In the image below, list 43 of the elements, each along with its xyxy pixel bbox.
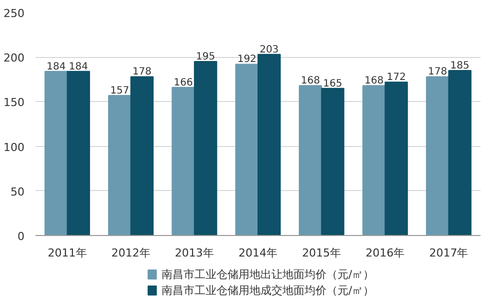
x-tick-label: 2011年 bbox=[48, 246, 87, 260]
y-tick-label: 250 bbox=[4, 7, 25, 20]
data-label: 184 bbox=[46, 61, 66, 72]
bar bbox=[194, 61, 218, 236]
x-tick-label: 2017年 bbox=[429, 246, 468, 260]
y-tick-label: 200 bbox=[4, 52, 25, 65]
data-label: 185 bbox=[450, 60, 470, 72]
data-label: 157 bbox=[110, 85, 130, 96]
x-tick-label: 2015年 bbox=[302, 246, 342, 260]
data-label: 192 bbox=[237, 54, 256, 66]
data-label: 184 bbox=[68, 61, 88, 72]
bar bbox=[426, 76, 450, 236]
data-label: 195 bbox=[196, 52, 216, 63]
y-tick-label: 50 bbox=[10, 185, 25, 198]
bar bbox=[321, 88, 344, 236]
x-tick-label: 2013年 bbox=[174, 246, 214, 260]
data-label: 166 bbox=[174, 77, 193, 88]
legend-label: 南昌市工业仓储用地出让地面均价（元/㎡） bbox=[161, 268, 374, 281]
data-label: 168 bbox=[300, 76, 320, 87]
x-tick-label: 2012年 bbox=[111, 246, 150, 260]
data-label: 172 bbox=[386, 72, 406, 84]
bar bbox=[130, 76, 154, 236]
x-tick-label: 2014年 bbox=[238, 246, 278, 260]
bar bbox=[298, 85, 322, 236]
bar bbox=[448, 70, 472, 236]
legend-label: 南昌市工业仓储用地成交地面均价（元/㎡） bbox=[161, 284, 374, 297]
data-label: 165 bbox=[323, 78, 342, 90]
data-label: 178 bbox=[132, 66, 152, 78]
y-tick-label: 0 bbox=[18, 230, 24, 243]
bar bbox=[44, 70, 68, 236]
bar bbox=[258, 54, 281, 236]
bar bbox=[362, 85, 386, 236]
data-label: 178 bbox=[428, 66, 448, 78]
bar bbox=[384, 82, 408, 236]
y-tick-label: 150 bbox=[4, 96, 25, 110]
bar bbox=[108, 94, 132, 236]
x-tick-label: 2016年 bbox=[366, 246, 405, 260]
data-label: 203 bbox=[260, 44, 279, 56]
y-tick-label: 100 bbox=[4, 140, 25, 154]
bar bbox=[172, 86, 195, 236]
bar bbox=[66, 70, 90, 236]
data-label: 168 bbox=[364, 76, 384, 87]
bar bbox=[235, 64, 258, 236]
